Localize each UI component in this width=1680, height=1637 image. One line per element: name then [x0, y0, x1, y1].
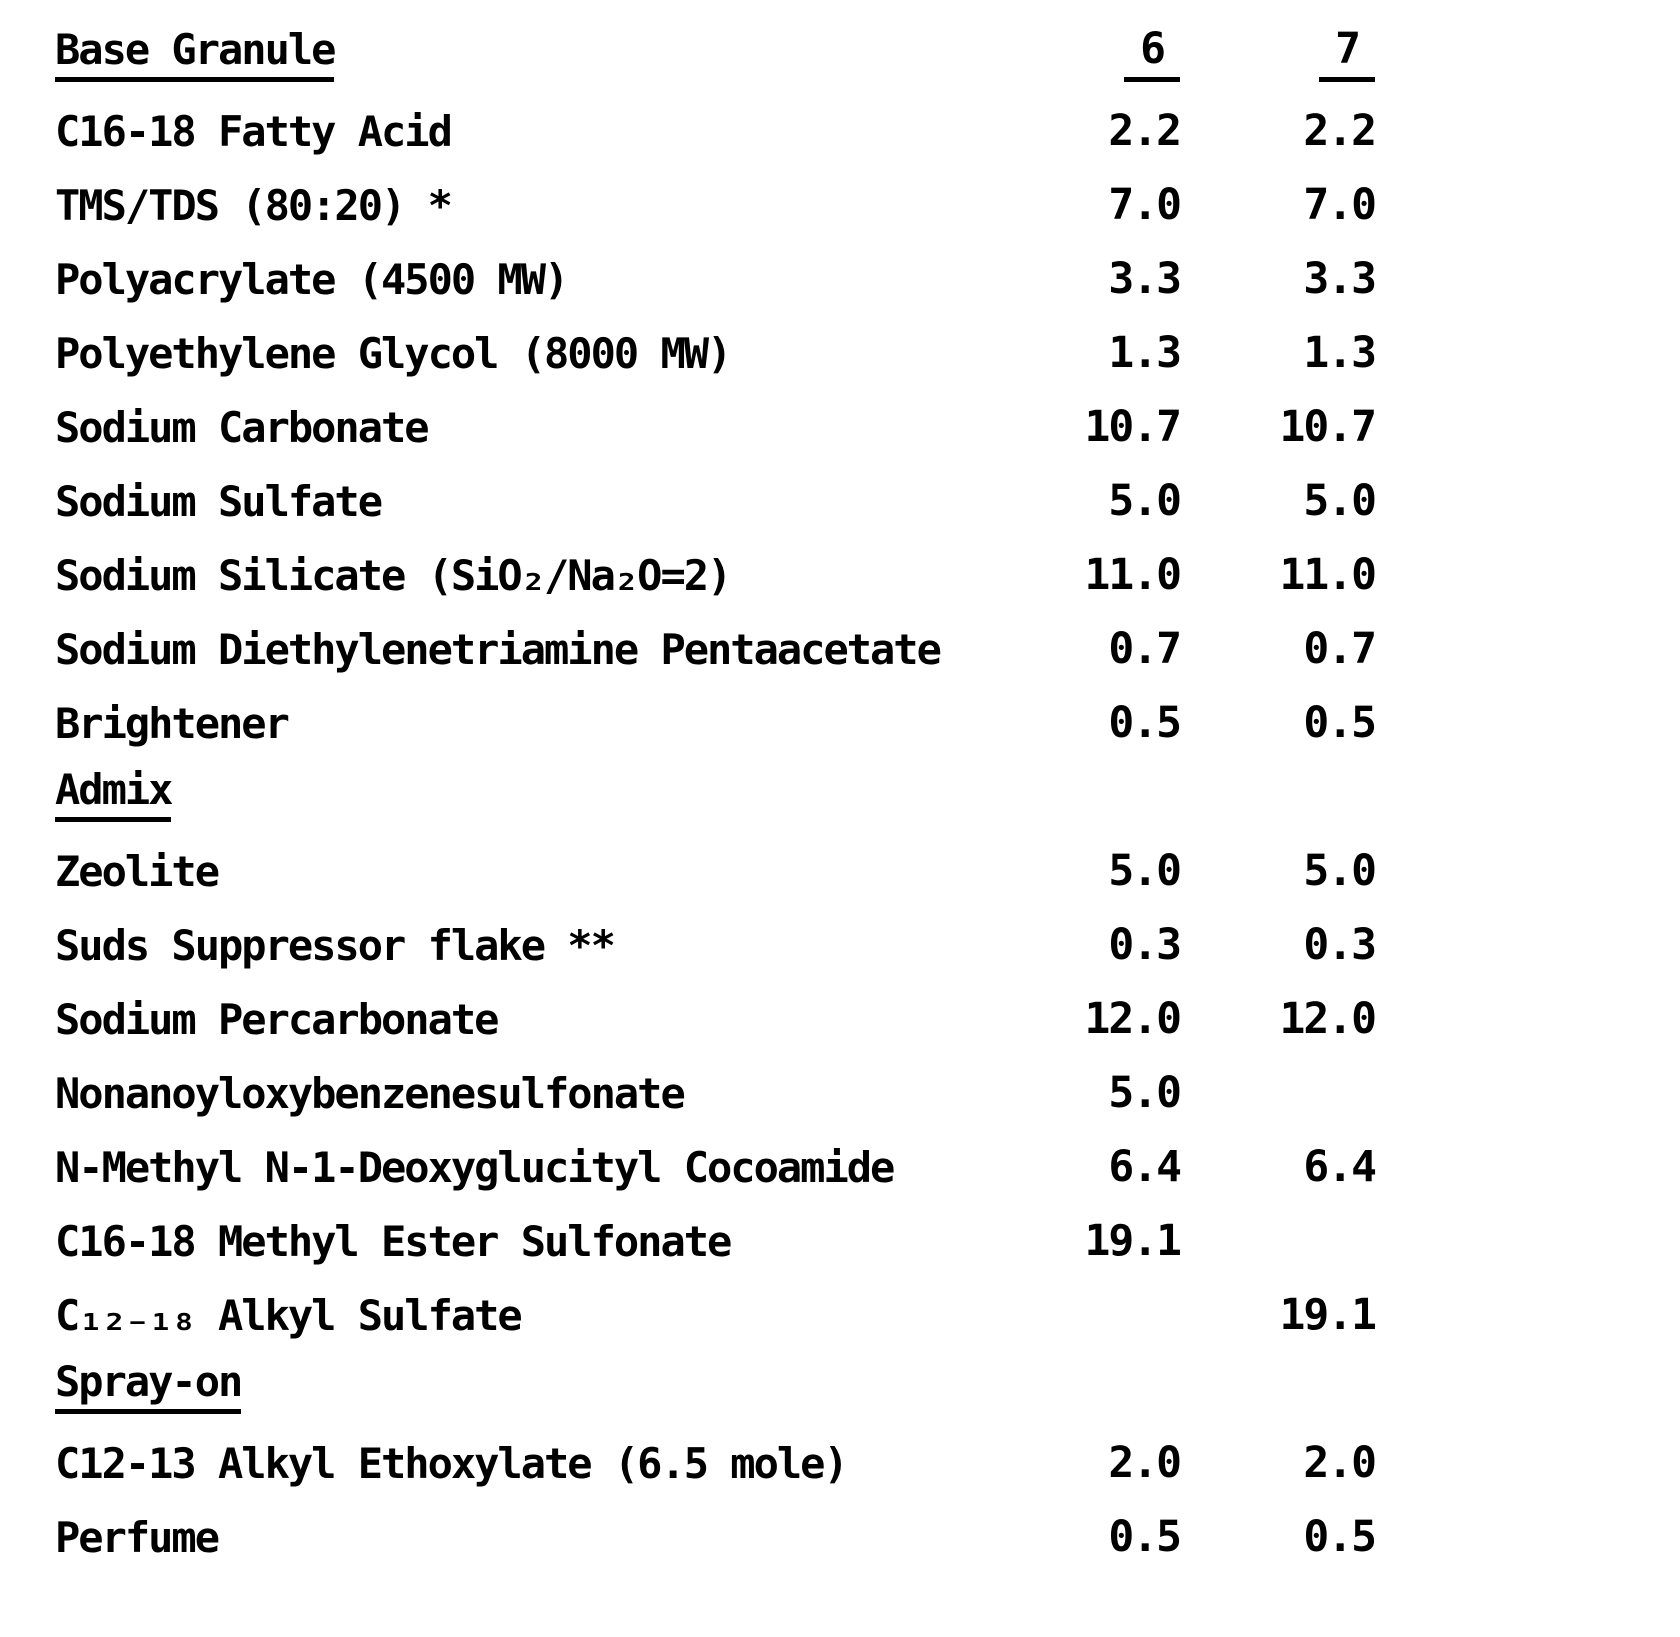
value-col-7: 3.3 — [1303, 254, 1377, 304]
ingredient-label: Sodium Percarbonate — [55, 995, 499, 1044]
value-col-6: 6.4 — [1108, 1142, 1182, 1192]
section-heading-label: Admix — [55, 748, 990, 822]
ingredient-row: Brightener 0.5 0.5 — [55, 674, 1377, 748]
value-col-7 — [1180, 1340, 1375, 1414]
value-col-7: 0.3 — [1303, 920, 1377, 970]
ingredient-label: Sodium Diethylenetriamine Pentaacetate — [55, 625, 942, 674]
value-col-6: 12.0 — [1084, 994, 1182, 1044]
value-col-6: 11.0 — [1084, 550, 1182, 600]
ingredient-label: Sodium Silicate (SiO₂/Na₂O=2) — [55, 551, 732, 600]
value-col-6: 5.0 — [1108, 476, 1182, 526]
ingredient-row: Sodium Sulfate 5.0 5.0 — [55, 452, 1377, 526]
section-heading-row: Base Granule 6 7 — [55, 8, 1375, 82]
value-col-7: 0.5 — [1303, 698, 1377, 748]
value-col-6: 0.5 — [1108, 698, 1182, 748]
value-col-6-header: 6 — [990, 8, 1180, 82]
ingredient-label: Brightener — [55, 699, 290, 748]
value-col-7: 1.3 — [1303, 328, 1377, 378]
value-col-7: 5.0 — [1303, 846, 1377, 896]
value-col-6: 3.3 — [1108, 254, 1182, 304]
ingredient-label: Perfume — [55, 1513, 220, 1562]
value-col-7: 0.7 — [1303, 624, 1377, 674]
ingredient-row: C12-13 Alkyl Ethoxylate (6.5 mole) 2.0 2.0 — [55, 1414, 1377, 1488]
underlined-column-header: 7 — [1319, 24, 1375, 82]
value-col-6 — [990, 748, 1180, 822]
underlined-heading-text: Admix — [55, 765, 173, 822]
value-col-6: 5.0 — [1108, 846, 1182, 896]
value-col-7: 12.0 — [1279, 994, 1377, 1044]
value-col-6 — [990, 1266, 1180, 1340]
ingredient-label: Sodium Sulfate — [55, 477, 383, 526]
ingredient-label: Nonanoyloxybenzenesulfonate — [55, 1069, 686, 1118]
ingredient-label: Sodium Carbonate — [55, 403, 430, 452]
ingredient-row: N-Methyl N-1-Deoxyglucityl Cocoamide 6.4 6… — [55, 1118, 1377, 1192]
underlined-heading-text: Spray-on — [55, 1357, 243, 1414]
ingredient-row: Sodium Silicate (SiO₂/Na₂O=2) 11.0 11.0 — [55, 526, 1377, 600]
ingredient-row: C16-18 Methyl Ester Sulfonate 19.1 — [55, 1192, 1375, 1266]
value-col-7: 19.1 — [1279, 1290, 1377, 1340]
ingredient-label: C12-13 Alkyl Ethoxylate (6.5 mole) — [55, 1439, 849, 1488]
ingredient-row: Perfume 0.5 0.5 — [55, 1488, 1377, 1562]
ingredient-label: Polyethylene Glycol (8000 MW) — [55, 329, 732, 378]
value-col-7 — [1180, 748, 1375, 822]
value-col-7: 2.2 — [1303, 106, 1377, 156]
ingredient-label: Suds Suppressor flake ** — [55, 921, 616, 970]
ingredient-row: Sodium Diethylenetriamine Pentaacetate 0.… — [55, 600, 1377, 674]
value-col-6: 19.1 — [1084, 1216, 1182, 1266]
ingredient-label: Zeolite — [55, 847, 220, 896]
ingredient-label: N-Methyl N-1-Deoxyglucityl Cocoamide — [55, 1143, 895, 1192]
value-col-7: 6.4 — [1303, 1142, 1377, 1192]
ingredient-label: C16-18 Fatty Acid — [55, 107, 453, 156]
ingredient-row: TMS/TDS (80:20) * 7.0 7.0 — [55, 156, 1377, 230]
ingredient-row: Sodium Percarbonate 12.0 12.0 — [55, 970, 1377, 1044]
section-heading-label: Spray-on — [55, 1340, 990, 1414]
value-col-7: 11.0 — [1279, 550, 1377, 600]
ingredient-label: C16-18 Methyl Ester Sulfonate — [55, 1217, 732, 1266]
ingredient-row: C16-18 Fatty Acid 2.2 2.2 — [55, 82, 1377, 156]
ingredient-row: Zeolite 5.0 5.0 — [55, 822, 1377, 896]
ingredient-row: Sodium Carbonate 10.7 10.7 — [55, 378, 1377, 452]
ingredient-label: TMS/TDS (80:20) * — [55, 181, 453, 230]
ingredient-row: C₁₂₋₁₈ Alkyl Sulfate 19.1 — [55, 1266, 1377, 1340]
value-col-7 — [1180, 1192, 1375, 1266]
ingredient-row: Nonanoyloxybenzenesulfonate 5.0 — [55, 1044, 1375, 1118]
section-heading-row: Spray-on — [55, 1340, 1375, 1414]
ingredient-label: Polyacrylate (4500 MW) — [55, 255, 569, 304]
value-col-6: 7.0 — [1108, 180, 1182, 230]
value-col-7: 5.0 — [1303, 476, 1377, 526]
value-col-6 — [990, 1340, 1180, 1414]
value-col-7 — [1180, 1044, 1375, 1118]
ingredient-row: Polyacrylate (4500 MW) 3.3 3.3 — [55, 230, 1377, 304]
underlined-column-header: 6 — [1124, 24, 1180, 82]
value-col-7: 0.5 — [1303, 1512, 1377, 1562]
value-col-6: 5.0 — [1108, 1068, 1182, 1118]
value-col-6: 0.5 — [1108, 1512, 1182, 1562]
ingredient-row: Suds Suppressor flake ** 0.3 0.3 — [55, 896, 1377, 970]
section-heading-row: Admix — [55, 748, 1375, 822]
section-heading-label: Base Granule — [55, 8, 990, 82]
ingredient-row: Polyethylene Glycol (8000 MW) 1.3 1.3 — [55, 304, 1377, 378]
value-col-7: 7.0 — [1303, 180, 1377, 230]
formulation-table: Base Granule 6 7 C16-18 Fatty Acid 2.2 2.2 TMS… — [55, 8, 1377, 1562]
value-col-7-header: 7 — [1180, 8, 1375, 82]
value-col-6: 0.3 — [1108, 920, 1182, 970]
value-col-7: 10.7 — [1279, 402, 1377, 452]
value-col-6: 1.3 — [1108, 328, 1182, 378]
value-col-6: 10.7 — [1084, 402, 1182, 452]
value-col-6: 2.0 — [1108, 1438, 1182, 1488]
underlined-heading-text: Base Granule — [55, 25, 336, 82]
value-col-6: 0.7 — [1108, 624, 1182, 674]
value-col-7: 2.0 — [1303, 1438, 1377, 1488]
value-col-6: 2.2 — [1108, 106, 1182, 156]
formulation-table-body: Base Granule 6 7 C16-18 Fatty Acid 2.2 2.2 TMS… — [55, 8, 1377, 1562]
ingredient-label: C₁₂₋₁₈ Alkyl Sulfate — [55, 1291, 523, 1340]
